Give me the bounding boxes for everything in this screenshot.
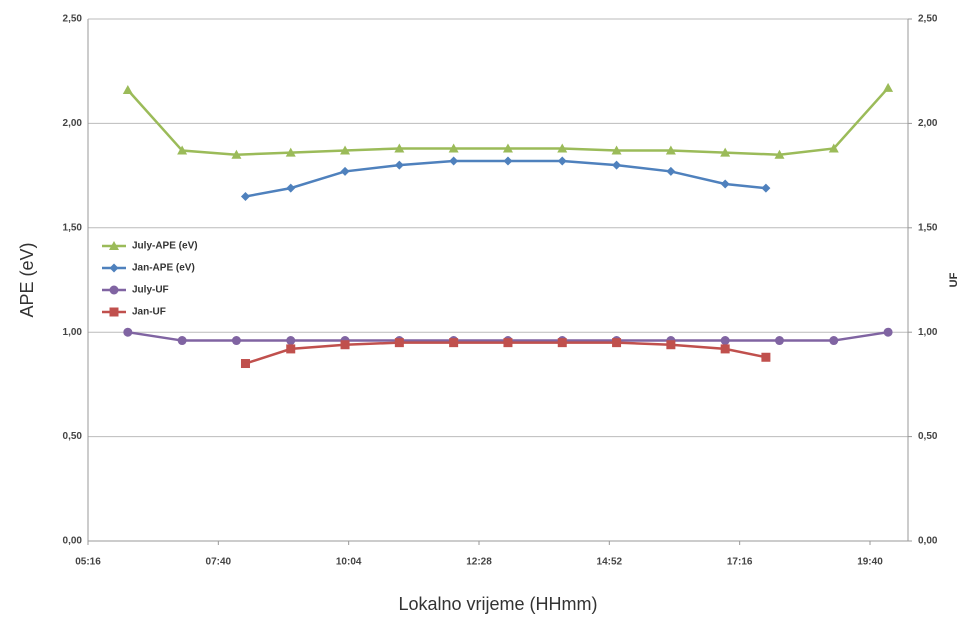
y-tick-label: 1,00 [63, 327, 83, 338]
data-point [883, 327, 893, 337]
data-point [502, 143, 513, 153]
data-point [557, 143, 568, 153]
data-point [240, 359, 250, 369]
data-point [761, 183, 771, 193]
data-point [720, 147, 731, 157]
x-tick-label: 17:16 [727, 557, 753, 568]
y2-tick-label: 1,50 [918, 222, 938, 233]
y-tick-label: 2,50 [63, 14, 83, 25]
data-point [829, 336, 839, 346]
legend-marker [109, 241, 119, 250]
y2-tick-label: 1,00 [918, 327, 938, 338]
data-point [231, 149, 242, 159]
data-point [883, 82, 894, 92]
data-point [720, 179, 730, 189]
data-point [665, 145, 676, 155]
y2-axis-title: UF [948, 272, 960, 287]
legend-label: Jan-APE (eV) [132, 263, 195, 274]
data-point [720, 336, 730, 346]
data-point [286, 183, 296, 193]
x-tick-label: 19:40 [857, 557, 883, 568]
data-point [449, 338, 459, 348]
y-tick-label: 0,50 [63, 431, 83, 442]
legend-marker [109, 263, 119, 273]
data-point [240, 191, 250, 201]
data-point [394, 143, 405, 153]
data-point [774, 149, 785, 159]
y-tick-label: 2,00 [63, 118, 83, 129]
data-point [123, 327, 133, 337]
y-tick-label: 1,50 [63, 222, 83, 233]
data-point [340, 166, 350, 176]
legend-label: Jan-UF [132, 307, 166, 318]
data-point [231, 336, 241, 346]
data-point [177, 145, 188, 155]
y2-tick-label: 0,50 [918, 431, 938, 442]
y-axis-title: APE (eV) [17, 242, 37, 317]
data-point [612, 160, 622, 170]
y2-tick-label: 2,00 [918, 118, 938, 129]
x-tick-label: 07:40 [206, 557, 232, 568]
y2-tick-label: 2,50 [918, 14, 938, 25]
legend-label: July-UF [132, 285, 169, 296]
data-point [394, 338, 404, 348]
legend-label: July-APE (eV) [132, 241, 198, 252]
data-point [503, 156, 513, 166]
x-tick-label: 12:28 [466, 557, 492, 568]
data-point [286, 344, 296, 354]
data-point [611, 145, 622, 155]
data-point [340, 145, 351, 155]
data-point [503, 338, 513, 348]
data-point [761, 352, 771, 362]
x-tick-label: 10:04 [336, 557, 362, 568]
y2-tick-label: 0,00 [918, 536, 938, 547]
x-tick-label: 14:52 [597, 557, 623, 568]
data-point [666, 166, 676, 176]
data-point [394, 160, 404, 170]
data-point [448, 143, 459, 153]
data-point [286, 336, 296, 346]
y-tick-label: 0,00 [63, 536, 83, 547]
data-point [285, 147, 296, 157]
data-point [666, 340, 676, 350]
data-point [177, 336, 187, 346]
data-point [774, 336, 784, 346]
data-point [340, 340, 350, 350]
x-axis-title: Lokalno vrijeme (HHmm) [398, 594, 597, 614]
data-point [449, 156, 459, 166]
data-point [612, 338, 622, 348]
data-point [557, 156, 567, 166]
legend-marker [109, 307, 119, 317]
x-tick-label: 05:16 [75, 557, 101, 568]
data-point [720, 344, 730, 354]
data-point [828, 143, 839, 153]
data-point [557, 338, 567, 348]
legend-marker [109, 285, 119, 295]
data-point [122, 84, 133, 94]
